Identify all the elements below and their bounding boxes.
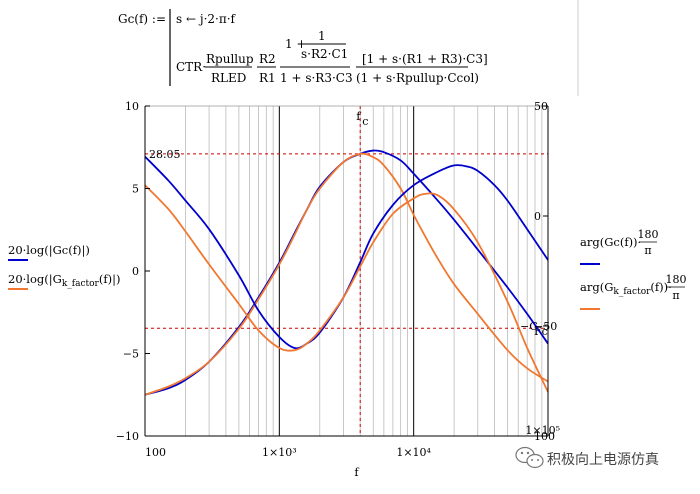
x-tick-label: 1×10³ [262,446,297,459]
legend-right-phase_gc: arg(Gc(f))·180 π [580,228,659,265]
formula-ctr: CTR· [176,60,206,74]
x-tick-label: 100 [145,446,166,459]
formula-rpullup: Rpullup [206,52,254,66]
fc-marker-label: f [356,109,361,123]
legend-right-label: arg(Gc(f))· [580,235,641,249]
x-tick-label: 1×10⁴ [396,446,431,459]
axes [144,105,549,437]
legend-left-label: 20·log(|Gk_factor(f)|) [8,272,120,289]
y-left-tick-label: 0 [132,265,139,278]
wechat-icon [515,446,544,469]
series-gain_gk [144,152,549,396]
y-left-tick-label: −5 [123,348,139,361]
y-right-tick-label: 100 [534,430,555,443]
transfer-function-formula: Gc(f) := s ← j·2·π·f CTR· Rpullup RLED R… [118,0,579,96]
y-left-tick-label: 5 [132,183,139,196]
formula-line1: s ← j·2·π·f [176,12,237,26]
legend-right-frac-den: π [672,289,679,302]
watermark: 积极向上电源仿真 [515,446,659,469]
formula-rled: RLED [211,71,246,85]
legend-right-frac-num: 180 [666,273,687,286]
series-lines [144,149,549,396]
legends: 20·log(|Gc(f)|) 20·log(|Gk_factor(f)|) arg… [8,228,687,310]
series-phase_gc [144,155,549,350]
legend-left-label: 20·log(|Gc(f)|) [8,243,90,258]
formula-num2: [1 + s·(R1 + R3)·C3] [362,52,488,66]
fc-marker-sub: c [362,115,368,128]
marker-lines: f c28.05−GFc [145,106,548,436]
y-right-tick-label: 0 [534,210,541,223]
legend-left-gain_gk: 20·log(|Gk_factor(f)|) [8,272,120,290]
formula-r1: R1 [259,71,276,85]
series-phase_gk [144,184,549,393]
legend-left-gain_gc: 20·log(|Gc(f)|) [8,243,90,261]
y-left-tick-label: −10 [116,430,139,443]
formula-denom1: 1 + s·R3·C3 [280,71,353,85]
formula-r2: R2 [259,52,276,66]
series-gain_gc [144,149,549,396]
formula-one: 1 [318,29,326,43]
legend-right-phase_gk: arg(Gk_factor(f))·180 π [580,273,687,310]
legend-right-label: arg(Gk_factor(f))· [580,280,672,297]
gain-marker-label: 28.05 [149,148,181,161]
x-axis-label: f [354,465,359,479]
legend-right-frac-num: 180 [638,228,659,241]
formula-denom2: (1 + s·Rpullup·Ccol) [356,71,479,85]
grid [185,106,543,436]
formula-lhs: Gc(f) := [118,12,166,26]
y-right-tick-label: −50 [534,320,557,333]
x-tick-label: 1×10⁵ [525,424,560,437]
watermark-text: 积极向上电源仿真 [547,452,659,468]
formula-one-plus: 1 + [285,37,307,51]
formula-sr2c1: s·R2·C1 [301,47,348,61]
y-left-tick-label: 10 [125,100,139,113]
legend-right-frac-den: π [644,244,651,257]
y-right-tick-label: 50 [534,100,548,113]
